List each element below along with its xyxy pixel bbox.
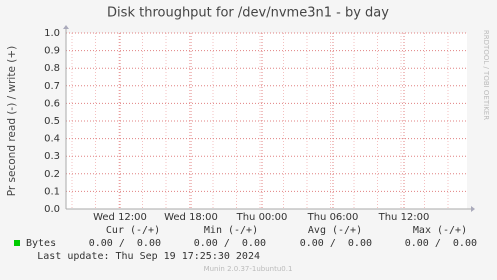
y-tick-label: 0.1 [44,186,60,197]
y-tick-label: 0.3 [44,151,60,162]
y-tick-label: 0.6 [44,98,60,109]
y-tick-label: 0.5 [44,116,60,127]
x-tick-label: Thu 00:00 [236,212,288,223]
legend-value: 0.00 / 0.00 [89,238,161,249]
x-tick-label: Wed 18:00 [164,212,218,223]
legend-value: 0.00 / 0.00 [194,238,266,249]
watermark: RRDTOOL / TOBI OETIKER [482,30,490,120]
legend-value: 0.00 / 0.00 [405,238,477,249]
x-axis-arrow [471,206,475,212]
y-tick-label: 0.0 [44,204,60,215]
y-axis-arrow [63,25,69,29]
legend-header: Min (-/+) [204,225,258,236]
legend-header: Avg (-/+) [308,225,362,236]
y-tick-label: 0.7 [44,81,60,92]
legend-label: Bytes [26,238,56,249]
y-tick-label: 0.4 [44,134,60,145]
x-tick-label: Thu 12:00 [378,212,430,223]
y-tick-label: 0.2 [44,169,60,180]
y-tick-label: 0.8 [44,63,60,74]
legend-header: Cur (-/+) [106,225,160,236]
legend-header: Max (-/+) [413,225,467,236]
last-update: Last update: Thu Sep 19 17:25:30 2024 [37,251,260,262]
y-tick-label: 1.0 [44,28,60,39]
legend-value: 0.00 / 0.00 [300,238,372,249]
chart-title: Disk throughput for /dev/nvme3n1 - by da… [107,6,389,21]
x-tick-label: Thu 06:00 [307,212,359,223]
footer: Munin 2.0.37-1ubuntu0.1 [204,265,293,273]
y-axis-label: Pr second read (-) / write (+) [6,46,18,197]
y-tick-label: 0.9 [44,46,60,57]
x-tick-label: Wed 12:00 [93,212,147,223]
legend-swatch [14,240,20,246]
